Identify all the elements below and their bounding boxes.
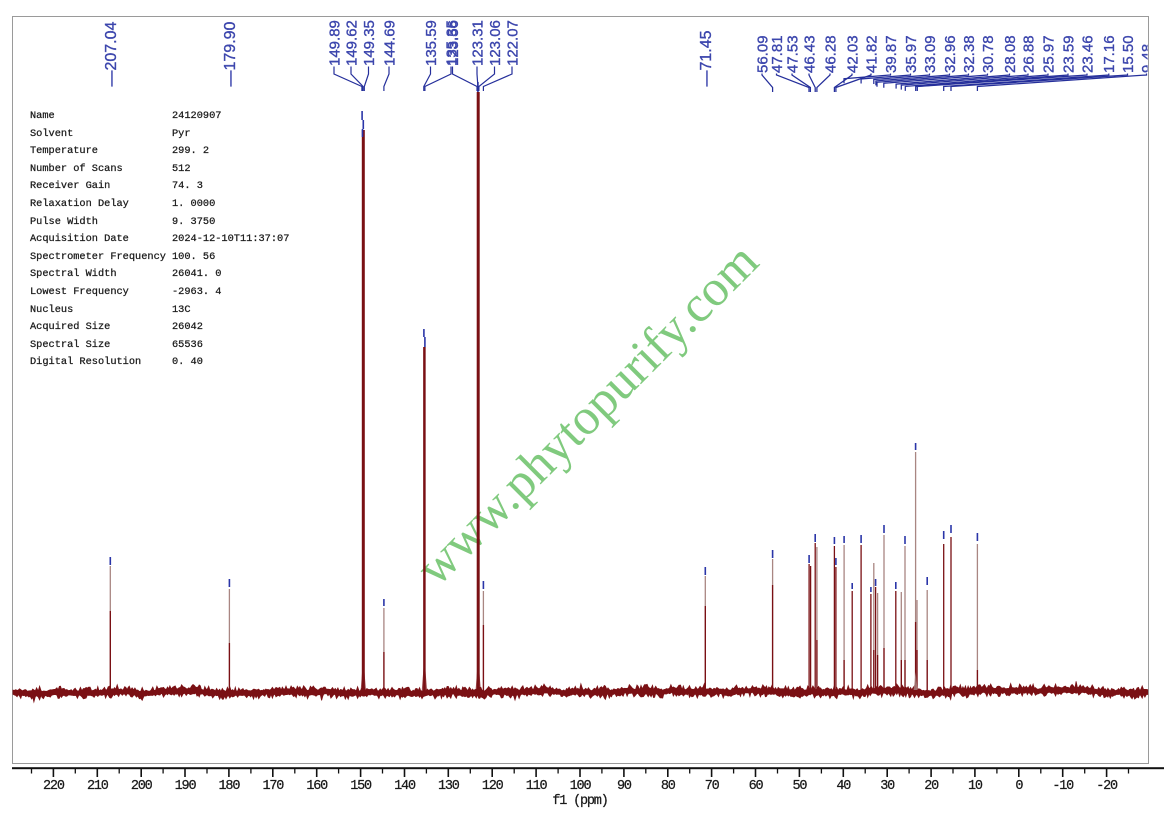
- svg-text:149.35: 149.35: [361, 20, 378, 66]
- svg-text:25.97: 25.97: [1040, 35, 1057, 73]
- svg-text:170: 170: [262, 779, 284, 794]
- svg-text:26.88: 26.88: [1020, 35, 1037, 73]
- svg-text:123.31: 123.31: [469, 20, 486, 66]
- svg-text:32.96: 32.96: [942, 35, 959, 73]
- svg-text:135.59: 135.59: [423, 20, 440, 66]
- svg-text:47.81: 47.81: [769, 35, 786, 73]
- svg-text:0: 0: [1015, 779, 1023, 794]
- svg-text:200: 200: [131, 779, 153, 794]
- svg-text:100: 100: [570, 779, 592, 794]
- svg-text:50: 50: [792, 779, 807, 794]
- svg-text:60: 60: [749, 779, 764, 794]
- svg-text:144.69: 144.69: [381, 20, 398, 66]
- svg-text:123.56: 123.56: [445, 20, 462, 66]
- svg-text:—71.45: —71.45: [698, 30, 715, 86]
- svg-text:123.06: 123.06: [487, 20, 504, 66]
- svg-text:10: 10: [968, 779, 983, 794]
- svg-text:40: 40: [836, 779, 851, 794]
- svg-text:35.97: 35.97: [903, 35, 920, 73]
- svg-text:220: 220: [43, 779, 65, 794]
- svg-text:28.08: 28.08: [1002, 35, 1019, 73]
- svg-text:70: 70: [705, 779, 720, 794]
- svg-text:110: 110: [526, 779, 548, 794]
- svg-text:30.78: 30.78: [980, 35, 997, 73]
- svg-text:33.09: 33.09: [922, 35, 939, 73]
- svg-text:15.50: 15.50: [1120, 35, 1137, 73]
- svg-text:135.35: 135.35: [443, 20, 460, 66]
- svg-text:20: 20: [924, 779, 939, 794]
- svg-text:f1 (ppm): f1 (ppm): [552, 794, 607, 809]
- svg-text:120: 120: [482, 779, 504, 794]
- svg-text:160: 160: [306, 779, 328, 794]
- svg-text:150: 150: [350, 779, 372, 794]
- svg-text:-10: -10: [1052, 779, 1074, 794]
- svg-text:-20: -20: [1096, 779, 1118, 794]
- svg-text:47.53: 47.53: [784, 35, 801, 73]
- svg-text:41.82: 41.82: [863, 35, 880, 73]
- svg-text:42.03: 42.03: [844, 35, 861, 73]
- svg-text:17.16: 17.16: [1101, 35, 1118, 73]
- svg-text:—207.04: —207.04: [103, 21, 120, 86]
- svg-text:210: 210: [87, 779, 109, 794]
- svg-text:www.phytopurify.com: www.phytopurify.com: [406, 233, 769, 596]
- svg-text:80: 80: [661, 779, 676, 794]
- svg-text:30: 30: [880, 779, 895, 794]
- svg-text:190: 190: [175, 779, 197, 794]
- svg-text:180: 180: [219, 779, 241, 794]
- svg-text:9.48: 9.48: [1139, 44, 1156, 73]
- svg-text:32.38: 32.38: [961, 35, 978, 73]
- svg-text:56.09: 56.09: [754, 35, 771, 73]
- svg-text:23.46: 23.46: [1079, 35, 1096, 73]
- svg-text:149.62: 149.62: [343, 20, 360, 66]
- svg-text:—179.90: —179.90: [222, 21, 239, 86]
- svg-text:140: 140: [394, 779, 416, 794]
- svg-text:122.07: 122.07: [504, 20, 521, 66]
- svg-text:149.89: 149.89: [326, 20, 343, 66]
- svg-text:46.28: 46.28: [822, 35, 839, 73]
- svg-text:23.59: 23.59: [1060, 35, 1077, 73]
- svg-text:39.87: 39.87: [883, 35, 900, 73]
- svg-text:90: 90: [617, 779, 632, 794]
- svg-text:46.43: 46.43: [801, 35, 818, 73]
- svg-text:130: 130: [438, 779, 460, 794]
